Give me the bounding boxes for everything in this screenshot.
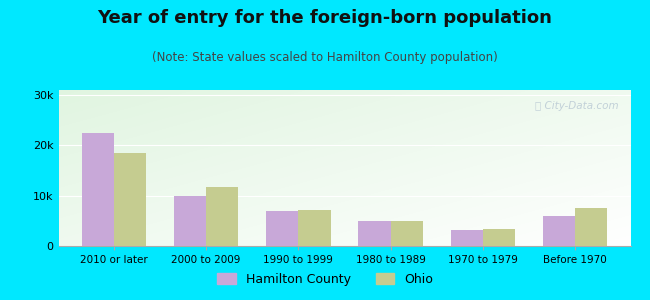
Bar <box>114 153 146 246</box>
Text: Year of entry for the foreign-born population: Year of entry for the foreign-born popul… <box>98 9 552 27</box>
Bar <box>391 221 423 246</box>
Text: Ⓢ City-Data.com: Ⓢ City-Data.com <box>536 101 619 111</box>
Bar <box>206 187 239 246</box>
Bar <box>174 196 206 246</box>
Legend: Hamilton County, Ohio: Hamilton County, Ohio <box>212 268 438 291</box>
Bar <box>81 133 114 246</box>
Bar <box>450 230 483 246</box>
Text: (Note: State values scaled to Hamilton County population): (Note: State values scaled to Hamilton C… <box>152 51 498 64</box>
Bar <box>483 229 515 246</box>
Bar <box>266 211 298 246</box>
Bar <box>575 208 608 246</box>
Bar <box>358 221 391 246</box>
Bar <box>543 216 575 246</box>
Bar <box>298 210 331 246</box>
